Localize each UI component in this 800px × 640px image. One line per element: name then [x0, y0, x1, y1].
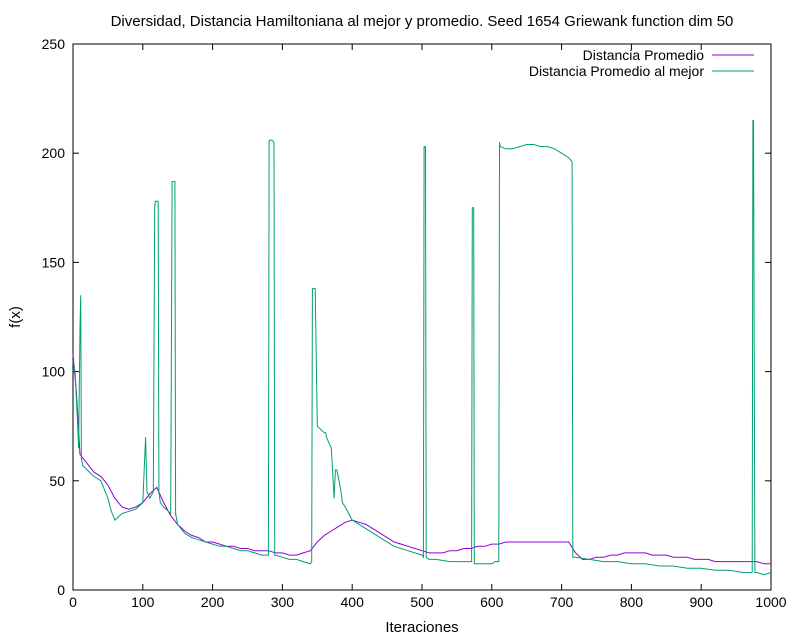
y-tick-label: 100 [42, 364, 66, 380]
plot-frame [72, 43, 772, 591]
x-tick-label: 100 [131, 594, 155, 610]
x-axis-label: Iteraciones [385, 619, 458, 636]
series-line-2 [72, 119, 772, 576]
y-tick-label: 0 [57, 582, 65, 598]
y-tick-label: 200 [42, 145, 66, 161]
y-tick-label: 50 [49, 473, 65, 489]
x-tick-label: 400 [341, 594, 365, 610]
series-line-1 [72, 354, 771, 565]
legend-label: Distancia Promedio al mejor [529, 63, 704, 79]
x-tick-label: 700 [550, 594, 574, 610]
x-tick-label: 800 [620, 594, 644, 610]
x-axis-ticks: 0 100 200 300 400 500 600 700 800 900 1000 [69, 44, 787, 610]
x-tick-label: 500 [410, 594, 434, 610]
legend-label: Distancia Promedio [583, 47, 705, 63]
x-tick-label: 200 [201, 594, 225, 610]
x-tick-label: 300 [271, 594, 295, 610]
series-layer [72, 119, 772, 576]
y-axis-ticks: 0 50 100 150 200 250 [42, 36, 771, 598]
x-tick-label: 1000 [755, 594, 786, 610]
y-tick-label: 150 [42, 254, 66, 270]
y-tick-label: 250 [42, 36, 66, 52]
x-tick-label: 0 [69, 594, 77, 610]
y-axis-label: f(x) [7, 306, 24, 328]
x-tick-label: 600 [480, 594, 504, 610]
chart-title: Diversidad, Distancia Hamiltoniana al me… [111, 13, 734, 30]
x-tick-label: 900 [690, 594, 714, 610]
